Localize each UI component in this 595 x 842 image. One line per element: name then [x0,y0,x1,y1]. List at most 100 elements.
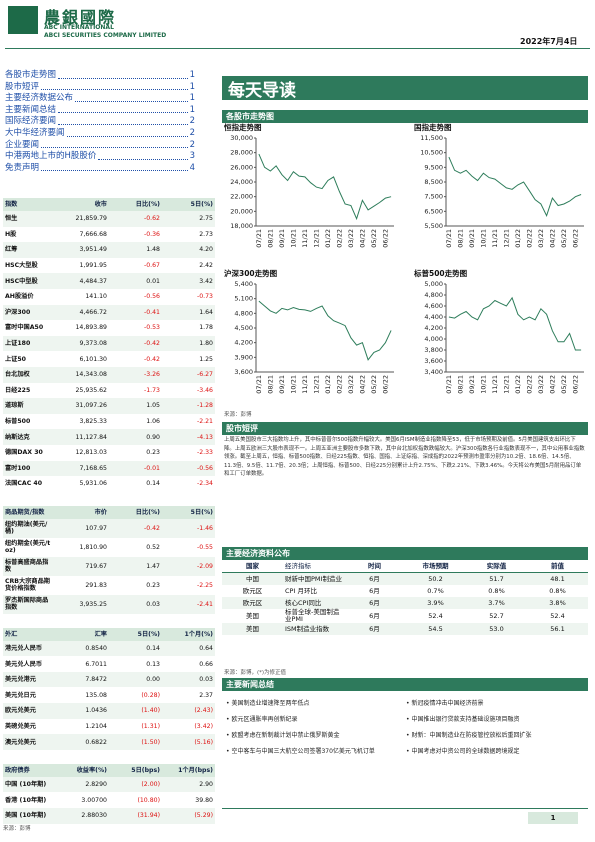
cell: 6月 [344,623,405,635]
row: HSC中型股 4,484.37 0.01 3.42 [3,273,215,289]
header-cell: 1个月(%) [162,627,215,641]
cell: 欧元兑美元 [3,703,56,719]
cell: -0.56 [162,460,215,477]
date: 2022年7月4日 [520,37,578,46]
x-tick-label: 12/21 [312,375,320,394]
x-tick-label: 08/21 [456,229,464,248]
chart-title: 沪深300走势图 [224,268,278,278]
toc-item[interactable]: 主要新闻总结 1 [5,105,195,117]
row: 纳斯达克 11,127.84 0.90 -4.13 [3,429,215,445]
y-tick-label: 5,500 [424,222,443,230]
toc-item[interactable]: 免责声明 4 [5,163,195,175]
cell: 6月 [369,611,380,620]
cell: 4,484.37 [56,273,109,289]
table: 国家 经济指标 时间 市场预期 实际值 前值 中国 财新中国PMI制造业 6月 50.2 51.7 4… [222,560,588,635]
toc-page: 1 [189,70,195,80]
cell: 香港 (10年期) [5,796,47,804]
row: 美元兑港元 7.8472 0.00 0.03 [3,671,215,688]
toc: 各股市走势图 1 股市短评 1 主要经济数据公布 1 主要新闻总结 1 国际经济要闻 2 大中华经济… [5,70,195,174]
row: 日经225 25,935.62 -1.73 -3.46 [3,383,215,399]
cell: 6.7011 [85,660,107,668]
toc-page: 2 [189,139,195,150]
cell: 3.00700 [81,796,107,804]
news-text: 欧盟考虑在新制裁计划中禁止俄罗斯黄金 [231,732,340,739]
y-tick-label: 22,000 [230,193,253,201]
line-series [448,296,582,351]
cell: 0.8% [488,586,505,595]
news-text: 中国推出银行贷款支持基础设施项目融资 [411,716,520,723]
cell: -4.13 [162,429,215,445]
toc-item[interactable]: 企业要闻 2 [5,140,195,152]
row: 中国 (10年期) 2.8290 (2.00) 2.90 [3,776,215,793]
header-cell: 1个月(bps) [162,763,215,777]
y-tick-label: 20,000 [230,207,253,215]
logo-en: ABC INTERNATIONAL [44,24,114,31]
cell: 11,127.84 [56,429,109,445]
toc-title: 主要经济数据公布 [5,93,74,104]
cell: 标普500 [5,418,31,426]
x-tick-label: 04/22 [358,229,366,248]
y-tick-label: 4,800 [424,291,443,299]
y-tick-label: 4,500 [234,324,253,332]
table: 指数 收市 日比(%) 5日(%) 恒生 21,859.79 -0.62 2.75 H股 7,66… [3,198,215,492]
cell: H股 [5,230,17,238]
header-cell: 5日(%) [162,198,215,211]
cell: (2.00) [109,776,162,793]
header-cell: 汇率 [56,627,109,641]
x-tick-label: 03/22 [537,375,545,394]
y-tick-label: 5,000 [424,280,443,288]
cell: -0.01 [109,460,162,477]
cell: 富时100 [3,460,56,477]
cell: HSC大型股 [5,262,38,270]
toc-title: 股市短评 [5,81,40,92]
cell: 107.97 [56,518,109,538]
header-cell: 政府债券 [3,763,56,777]
x-tick-label: 09/21 [278,229,286,248]
y-tick-label: 26,000 [230,163,253,171]
cell: 0.23 [146,581,160,589]
spacer [3,492,215,506]
cell: 纽约期油(美元/桶) [3,518,56,538]
toc-item[interactable]: 股市短评 1 [5,82,195,94]
y-tick-label: 9,500 [424,163,443,171]
toc-item[interactable]: 中港两地上市的H股股价 3 [5,151,195,163]
toc-item[interactable]: 国际经济要闻 2 [5,116,195,128]
header-cell: 市场预期 [405,560,466,573]
y-tick-label: 10,500 [420,149,443,157]
toc-item[interactable]: 大中华经济要闻 2 [5,128,195,140]
toc-item[interactable]: 主要经济数据公布 1 [5,93,195,105]
company: ABCI SECURITIES COMPANY LIMITED [44,32,167,39]
y-tick-label: 11,500 [420,134,443,142]
x-tick-label: 11/21 [301,229,309,248]
news-text: 中国考虑对中资公司的全球数据跨境规定 [411,748,520,755]
chart: 沪深300走势图 3,600 3,900 4,200 4,500 4,800 5,100 5,… [224,268,394,394]
cell: 1,810.90 [79,543,107,551]
toc-page: 4 [189,162,195,173]
x-tick-label: 02/22 [525,375,533,394]
header-cell: 国家 [222,560,283,573]
toc-leader [41,140,188,149]
cell: 52.7 [489,611,504,620]
chart-title: 恒指走势图 [224,122,262,132]
header-cell: 实际值 [466,560,527,573]
page-number: 1 [528,812,578,824]
cell: 6月 [369,586,380,595]
news-item: • 新冠疫情冲击中国经济前景 [406,700,484,707]
y-tick-label: 7,500 [424,193,443,201]
header-cell: 日比(%) [109,505,162,519]
cell: 0.01 [109,273,162,289]
toc-leader [41,82,188,91]
toc-page: 1 [189,81,195,92]
header-cell: 5日(%) [162,505,215,519]
toc-item[interactable]: 各股市走势图 1 [5,70,195,82]
cell: 25,935.62 [75,386,108,394]
row: 欧元兑美元 1.0436 (1.40) (2.43) [3,703,215,719]
y-tick-label: 30,000 [230,134,253,142]
cell: 罗杰斯国际商品指数 [3,594,56,614]
econ-source: 来源：彭博，(*)为修正值 [224,670,287,676]
cell: 美元兑港元 [3,671,56,688]
header-cell: 市价 [56,505,109,519]
cell: 0.7% [427,586,444,595]
cell: -0.36 [143,230,160,238]
header-cell: 收市 [56,198,109,211]
